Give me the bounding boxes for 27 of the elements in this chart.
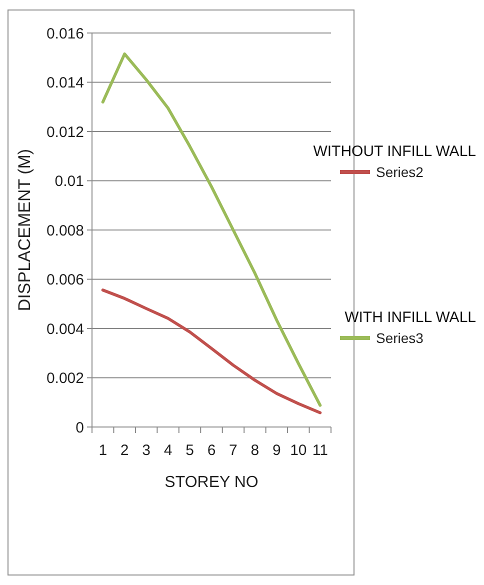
y-axis-title: DISPLACEMENT (M) [15, 148, 34, 312]
text: WITH INFILL WALL [344, 309, 476, 326]
y-tick-label: 0.008 [46, 222, 84, 240]
legend-label: Series2 [376, 164, 424, 180]
x-tick-label: 6 [207, 442, 216, 459]
x-tick-label: 11 [312, 442, 328, 459]
legend-label: Series3 [376, 330, 424, 346]
y-tick-label: 0.012 [46, 124, 84, 141]
y-tick-label: 0.01 [54, 173, 84, 190]
y-tick-label: 0.014 [46, 74, 84, 92]
x-axis-title: STOREY NO [164, 474, 258, 491]
x-tick-label: 7 [229, 442, 238, 459]
x-tick-label: 4 [164, 442, 172, 459]
annotation: WITHOUT INFILL WALL [313, 143, 476, 160]
y-tick-label: 0 [76, 419, 84, 436]
x-tick-label: 9 [272, 442, 281, 459]
y-tick-label: 0.006 [46, 272, 84, 288]
y-tick-label: 0.016 [46, 25, 84, 42]
y-tick-label: 0.002 [46, 370, 84, 387]
x-tick-label: 1 [98, 442, 108, 459]
x-tick-label: 5 [186, 442, 194, 459]
line-series [101, 288, 322, 414]
y-tick-label: 0.004 [46, 320, 84, 338]
x-tick-label: 8 [250, 442, 260, 459]
x-tick-label: 3 [142, 442, 150, 459]
x-tick-label: 2 [120, 442, 129, 459]
x-tick-label: 10 [290, 442, 307, 459]
